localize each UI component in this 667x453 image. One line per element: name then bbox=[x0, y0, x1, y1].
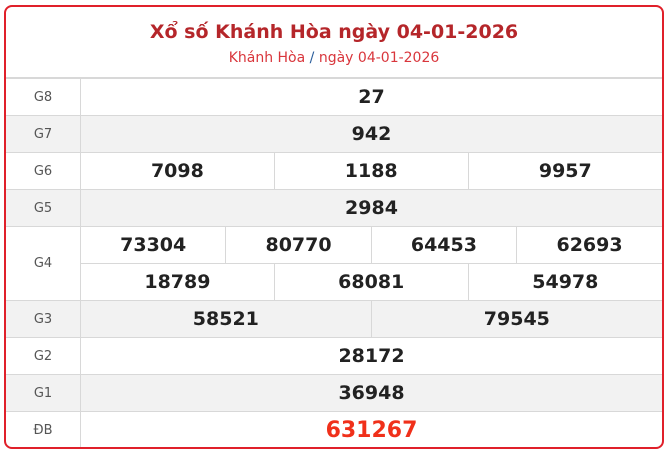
prize-number: 2984 bbox=[80, 189, 662, 227]
page-title: Xổ số Khánh Hòa ngày 04-01-2026 bbox=[149, 21, 519, 43]
prize-label: G4 bbox=[6, 226, 81, 301]
prize-number: 54978 bbox=[467, 263, 662, 301]
row-g6: G6 7098 1188 9957 bbox=[6, 152, 662, 190]
prize-number: 68081 bbox=[273, 263, 469, 301]
results-card: Xổ số Khánh Hòa ngày 04-01-2026 Khánh Hò… bbox=[4, 5, 664, 449]
prize-number: 28172 bbox=[80, 337, 662, 375]
header: Xổ số Khánh Hòa ngày 04-01-2026 Khánh Hò… bbox=[6, 7, 662, 78]
results-table: G8 27 G7 942 G6 7098 1188 9957 G5 2984 G4 73304… bbox=[6, 78, 662, 447]
prize-number: 80770 bbox=[225, 226, 372, 264]
breadcrumb-date[interactable]: ngày 04-01-2026 bbox=[318, 50, 440, 66]
prize-label: G2 bbox=[6, 337, 81, 375]
prize-number: 36948 bbox=[80, 374, 662, 412]
row-g1: G1 36948 bbox=[6, 374, 662, 412]
breadcrumb-province[interactable]: Khánh Hòa bbox=[228, 50, 306, 66]
prize-label: G3 bbox=[6, 300, 81, 338]
row-g4: G4 73304 80770 64453 62693 bbox=[6, 226, 662, 301]
prize-number: 62693 bbox=[516, 226, 662, 264]
prize-label: G1 bbox=[6, 374, 81, 412]
prize-label: G8 bbox=[6, 78, 81, 116]
prize-number: 1188 bbox=[273, 152, 469, 190]
prize-number: 9957 bbox=[467, 152, 662, 190]
prize-number: 942 bbox=[80, 115, 662, 153]
prize-number: 27 bbox=[80, 78, 662, 116]
prize-number: 79545 bbox=[370, 300, 662, 338]
row-g7: G7 942 bbox=[6, 115, 662, 153]
row-g2: G2 28172 bbox=[6, 337, 662, 375]
prize-label: ĐB bbox=[6, 411, 81, 447]
prize-number: 18789 bbox=[80, 263, 275, 301]
row-db: ĐB 631267 bbox=[6, 411, 662, 447]
prize-number: 64453 bbox=[370, 226, 518, 264]
prize-label: G7 bbox=[6, 115, 81, 153]
breadcrumb-separator: / bbox=[309, 50, 315, 66]
row-g4b: 18789 68081 54978 bbox=[6, 263, 662, 301]
row-g8: G8 27 bbox=[6, 78, 662, 116]
prize-label: G6 bbox=[6, 152, 81, 190]
special-prize-number: 631267 bbox=[80, 411, 662, 447]
row-g3: G3 58521 79545 bbox=[6, 300, 662, 338]
row-g5: G5 2984 bbox=[6, 189, 662, 227]
prize-label: G5 bbox=[6, 189, 81, 227]
prize-number: 58521 bbox=[80, 300, 372, 338]
prize-number: 73304 bbox=[79, 226, 227, 264]
breadcrumb: Khánh Hòa / ngày 04-01-2026 bbox=[6, 50, 662, 66]
prize-number: 7098 bbox=[80, 152, 275, 190]
